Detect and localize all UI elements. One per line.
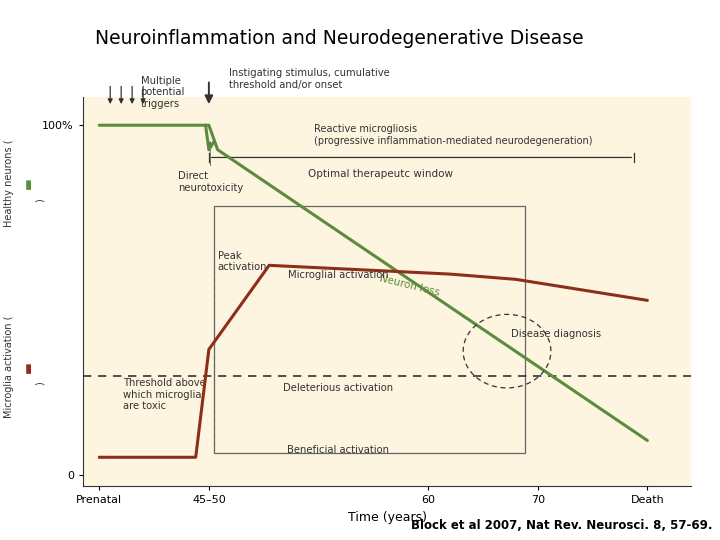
Text: Microglia activation (: Microglia activation (	[4, 316, 14, 418]
Text: Block et al 2007, Nat Rev. Neurosci. 8, 57-69.: Block et al 2007, Nat Rev. Neurosci. 8, …	[411, 519, 713, 532]
Text: Neuron loss: Neuron loss	[379, 273, 441, 298]
Text: ): )	[35, 382, 45, 385]
Text: ▬: ▬	[22, 361, 35, 373]
Text: Neuroinflammation and Neurodegenerative Disease: Neuroinflammation and Neurodegenerative …	[95, 29, 584, 49]
Text: ▬: ▬	[22, 178, 35, 190]
Text: Direct
neurotoxicity: Direct neurotoxicity	[178, 142, 243, 193]
Text: ): )	[35, 198, 45, 201]
X-axis label: Time (years): Time (years)	[348, 511, 426, 524]
Text: Deleterious activation: Deleterious activation	[283, 383, 393, 393]
Text: Threshold above
which microglia
are toxic: Threshold above which microglia are toxi…	[123, 378, 206, 411]
Text: Peak
activation: Peak activation	[217, 251, 267, 272]
Text: Healthy neurons (: Healthy neurons (	[4, 140, 14, 227]
Text: Optimal therapeutc window: Optimal therapeutc window	[308, 169, 454, 179]
Text: Multiple
potential
triggers: Multiple potential triggers	[140, 76, 185, 109]
Text: Microglial activation: Microglial activation	[288, 270, 389, 280]
Text: Instigating stimulus, cumulative
threshold and/or onset: Instigating stimulus, cumulative thresho…	[229, 68, 390, 90]
Text: Disease diagnosis: Disease diagnosis	[511, 329, 601, 339]
Text: Beneficial activation: Beneficial activation	[287, 445, 390, 455]
Bar	[215, 206, 525, 453]
Text: Reactive microgliosis
(progressive inflammation-mediated neurodegeneration): Reactive microgliosis (progressive infla…	[314, 124, 593, 146]
